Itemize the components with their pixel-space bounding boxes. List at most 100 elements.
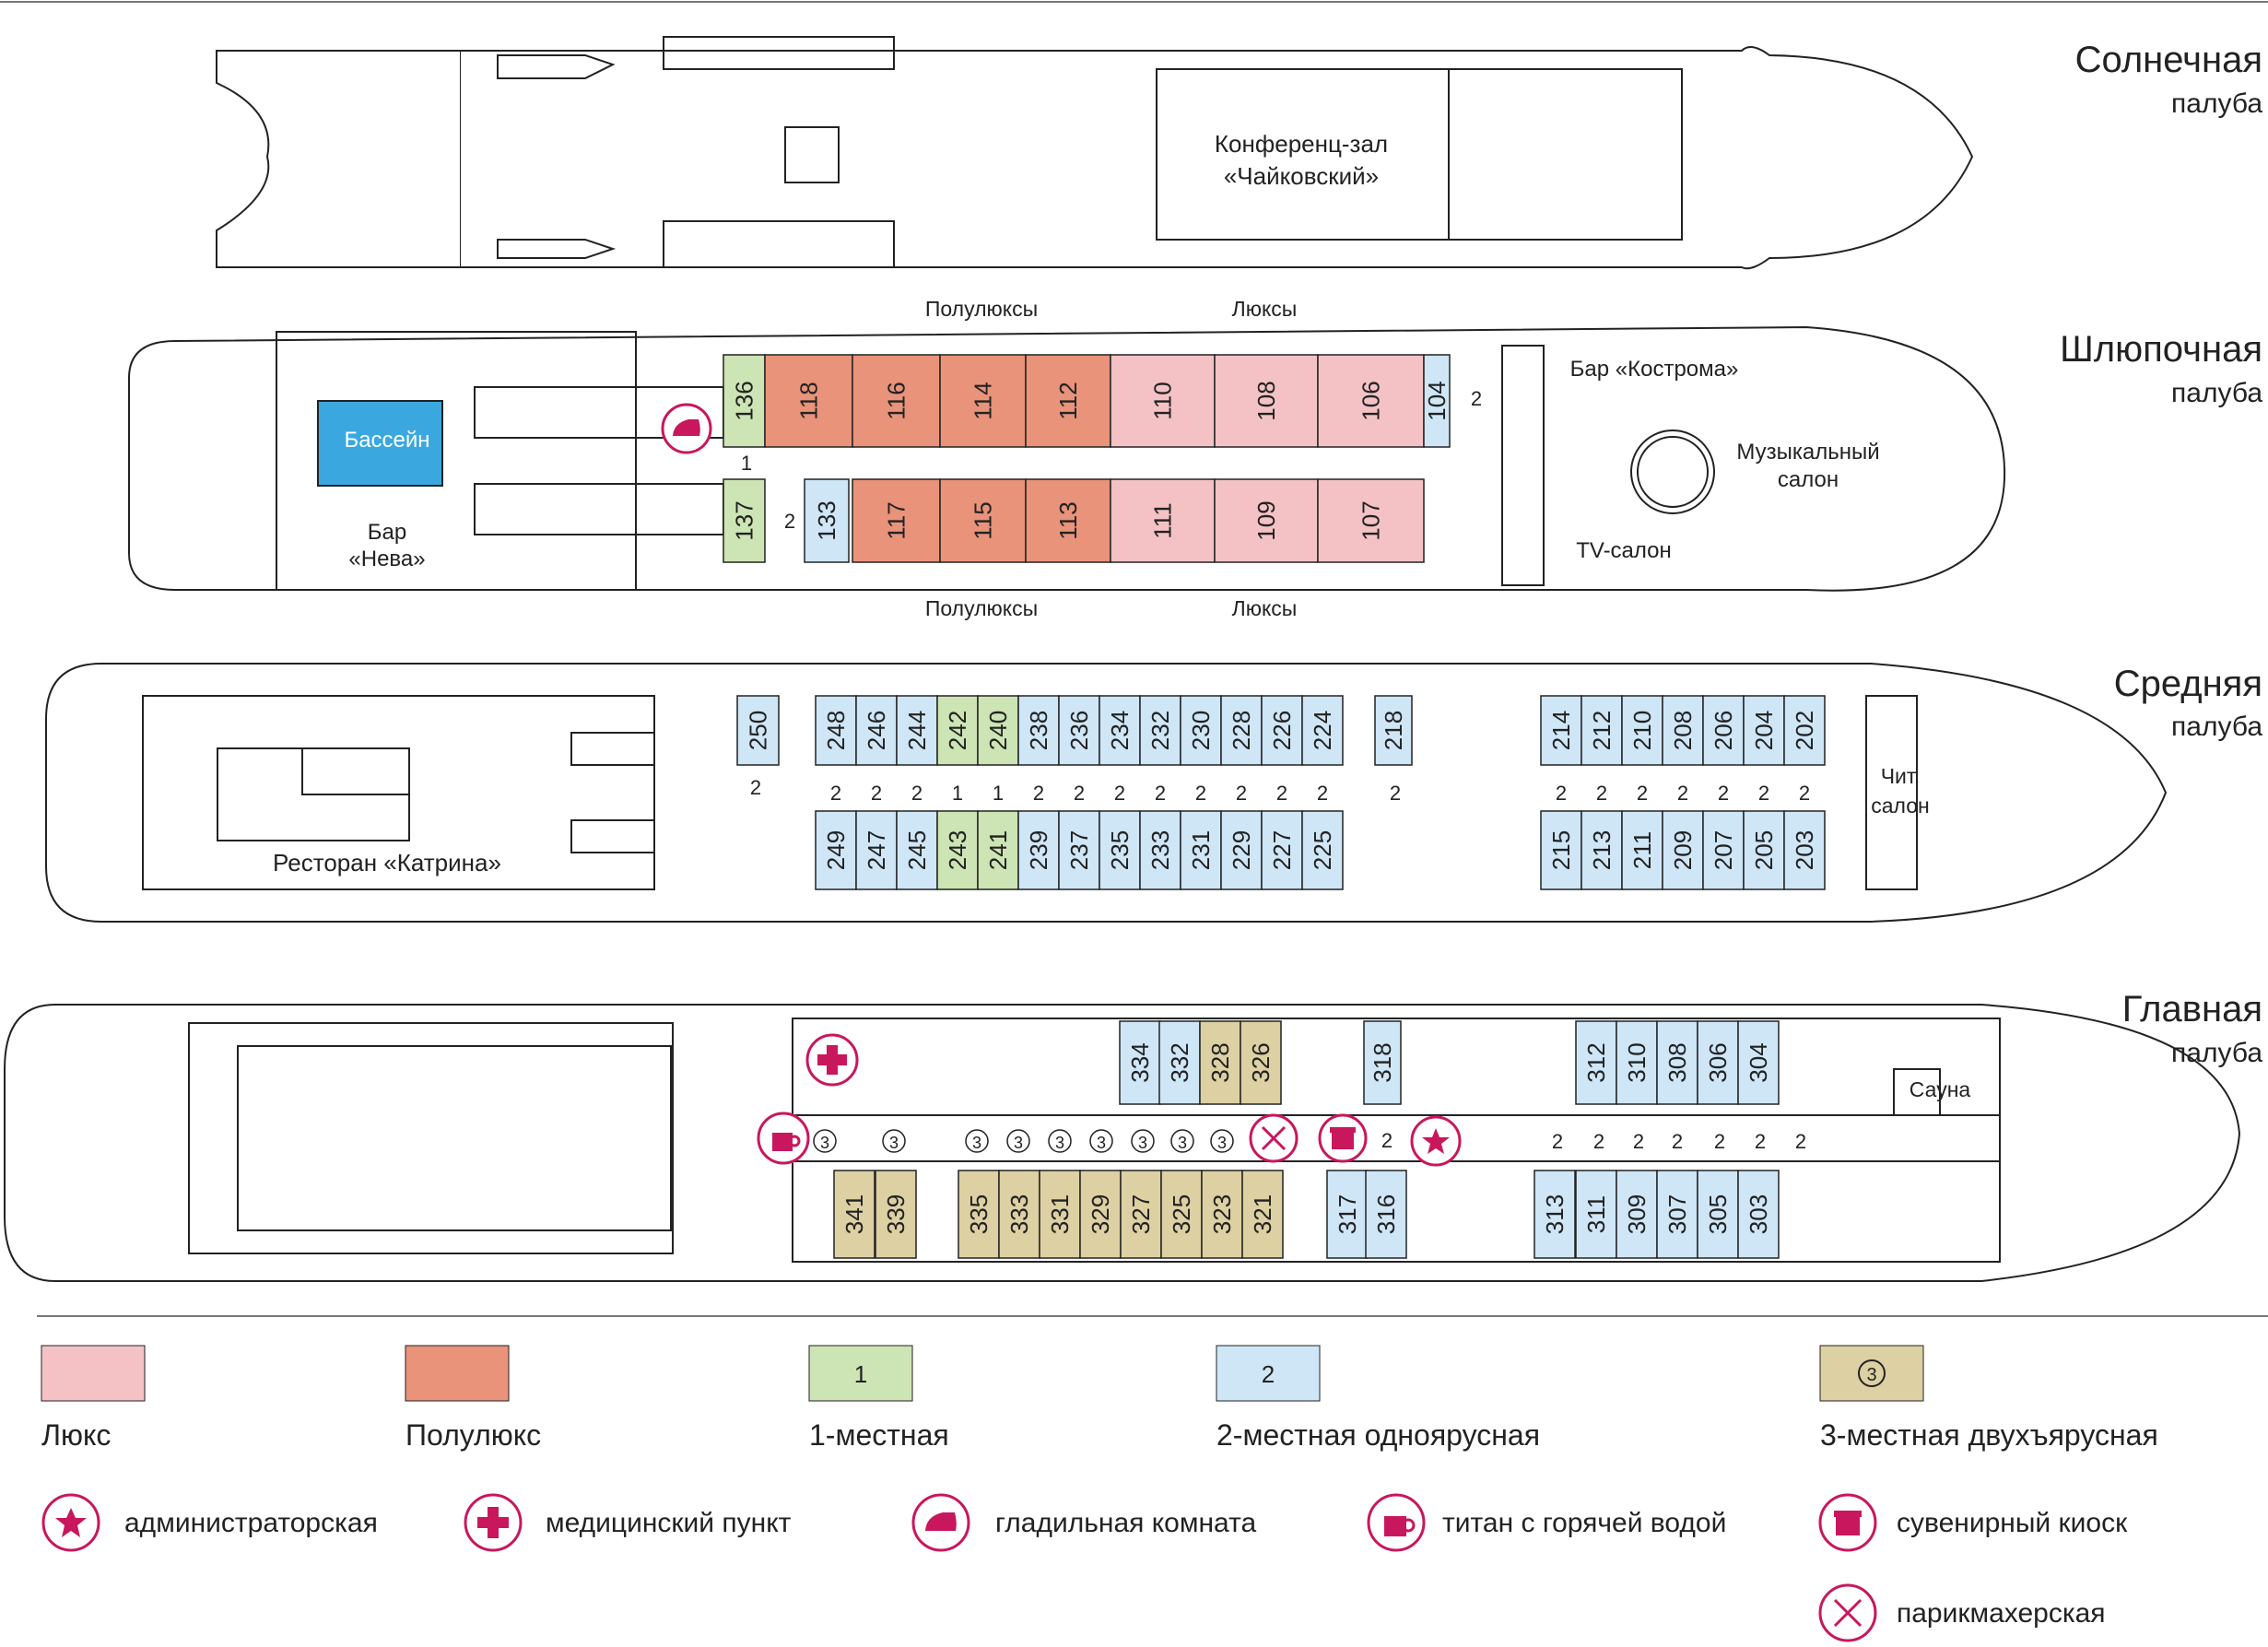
cabin-212[interactable]: 212	[1581, 695, 1623, 766]
cabin-233[interactable]: 233	[1139, 810, 1181, 890]
cabin-242[interactable]: 242	[936, 695, 979, 766]
cabin-211[interactable]: 211	[1621, 810, 1663, 890]
cabin-332[interactable]: 332	[1158, 1020, 1201, 1105]
cabin-207[interactable]: 207	[1702, 810, 1745, 890]
cabin-number: 327	[1127, 1194, 1155, 1234]
cabin-241[interactable]: 241	[977, 810, 1019, 890]
cabin-244[interactable]: 244	[896, 695, 938, 766]
cabin-306[interactable]: 306	[1697, 1020, 1739, 1105]
cabin-112[interactable]: 112	[1025, 354, 1111, 448]
cabin-115[interactable]: 115	[939, 478, 1027, 563]
cabin-236[interactable]: 236	[1058, 695, 1100, 766]
cabin-310[interactable]: 310	[1616, 1020, 1658, 1105]
cabin-210[interactable]: 210	[1621, 695, 1663, 766]
cabin-248[interactable]: 248	[815, 695, 857, 766]
cabin-311[interactable]: 311	[1575, 1170, 1617, 1259]
cabin-114[interactable]: 114	[939, 354, 1027, 448]
cabin-110[interactable]: 110	[1110, 354, 1216, 448]
cabin-239[interactable]: 239	[1017, 810, 1060, 890]
cabin-229[interactable]: 229	[1220, 810, 1263, 890]
cabin-303[interactable]: 303	[1737, 1170, 1780, 1259]
cabin-232[interactable]: 232	[1139, 695, 1181, 766]
capacity-label: 2	[1718, 782, 1729, 805]
cabin-335[interactable]: 335	[958, 1170, 1000, 1259]
cabin-213[interactable]: 213	[1581, 810, 1623, 890]
cabin-341[interactable]: 341	[833, 1170, 875, 1259]
cabin-205[interactable]: 205	[1743, 810, 1785, 890]
cabin-136[interactable]: 136	[723, 354, 766, 448]
cabin-333[interactable]: 333	[998, 1170, 1040, 1259]
cabin-246[interactable]: 246	[855, 695, 898, 766]
cabin-317[interactable]: 317	[1326, 1170, 1369, 1259]
cabin-243[interactable]: 243	[936, 810, 979, 890]
cabin-133[interactable]: 133	[804, 478, 850, 563]
cabin-339[interactable]: 339	[875, 1170, 917, 1259]
cabin-235[interactable]: 235	[1099, 810, 1141, 890]
cabin-231[interactable]: 231	[1180, 810, 1222, 890]
cabin-208[interactable]: 208	[1662, 695, 1704, 766]
legend-barber: парикмахерская	[1897, 1598, 2106, 1629]
cabin-number: 108	[1252, 381, 1280, 420]
cabin-118[interactable]: 118	[764, 354, 853, 448]
cabin-312[interactable]: 312	[1575, 1020, 1617, 1105]
cabin-230[interactable]: 230	[1180, 695, 1222, 766]
cabin-328[interactable]: 328	[1199, 1020, 1241, 1105]
cabin-247[interactable]: 247	[855, 810, 898, 890]
cabin-107[interactable]: 107	[1317, 478, 1425, 563]
cabin-237[interactable]: 237	[1058, 810, 1100, 890]
cabin-316[interactable]: 316	[1365, 1170, 1407, 1259]
cabin-227[interactable]: 227	[1261, 810, 1303, 890]
cabin-224[interactable]: 224	[1301, 695, 1344, 766]
cabin-209[interactable]: 209	[1662, 810, 1704, 890]
cabin-206[interactable]: 206	[1702, 695, 1745, 766]
cabin-109[interactable]: 109	[1214, 478, 1319, 563]
cabin-313[interactable]: 313	[1534, 1170, 1576, 1259]
cabin-304[interactable]: 304	[1737, 1020, 1780, 1105]
cabin-234[interactable]: 234	[1099, 695, 1141, 766]
cabin-245[interactable]: 245	[896, 810, 938, 890]
cabin-202[interactable]: 202	[1783, 695, 1826, 766]
cabin-228[interactable]: 228	[1220, 695, 1263, 766]
cabin-331[interactable]: 331	[1039, 1170, 1081, 1259]
cabin-104[interactable]: 104	[1423, 354, 1451, 448]
cabin-116[interactable]: 116	[852, 354, 941, 448]
cabin-113[interactable]: 113	[1025, 478, 1111, 563]
cabin-318[interactable]: 318	[1363, 1020, 1402, 1105]
cabin-326[interactable]: 326	[1240, 1020, 1282, 1105]
cabin-218[interactable]: 218	[1374, 695, 1413, 766]
cabin-325[interactable]: 325	[1160, 1170, 1203, 1259]
cabin-number: 237	[1065, 830, 1093, 870]
capacity-label: 2	[1074, 782, 1085, 805]
legend-medical: медицинский пункт	[546, 1508, 792, 1538]
capacity-label: 2	[1276, 782, 1287, 805]
cabin-307[interactable]: 307	[1656, 1170, 1698, 1259]
triple-marker	[1131, 1129, 1155, 1153]
cabin-111[interactable]: 111	[1110, 478, 1216, 563]
cabin-204[interactable]: 204	[1743, 695, 1785, 766]
cabin-329[interactable]: 329	[1079, 1170, 1122, 1259]
cabin-225[interactable]: 225	[1301, 810, 1344, 890]
cabin-240[interactable]: 240	[977, 695, 1019, 766]
cabin-249[interactable]: 249	[815, 810, 857, 890]
cabin-214[interactable]: 214	[1540, 695, 1582, 766]
cabin-305[interactable]: 305	[1697, 1170, 1739, 1259]
cabin-number: 206	[1710, 711, 1737, 750]
cabin-108[interactable]: 108	[1214, 354, 1319, 448]
cabin-323[interactable]: 323	[1201, 1170, 1243, 1259]
cabin-106[interactable]: 106	[1317, 354, 1425, 448]
cabin-137[interactable]: 137	[723, 478, 766, 563]
cabin-250[interactable]: 250	[736, 695, 780, 766]
cabin-321[interactable]: 321	[1241, 1170, 1284, 1259]
bar-neva-1: Бар	[368, 520, 406, 545]
cabin-226[interactable]: 226	[1261, 695, 1303, 766]
cabin-238[interactable]: 238	[1017, 695, 1060, 766]
cabin-308[interactable]: 308	[1656, 1020, 1698, 1105]
cabin-203[interactable]: 203	[1783, 810, 1826, 890]
reading-salon-2: салон	[1871, 794, 1929, 818]
cabin-309[interactable]: 309	[1616, 1170, 1658, 1259]
cabin-117[interactable]: 117	[852, 478, 941, 563]
cabin-215[interactable]: 215	[1540, 810, 1582, 890]
cabin-334[interactable]: 334	[1119, 1020, 1161, 1105]
cabin-327[interactable]: 327	[1120, 1170, 1162, 1259]
